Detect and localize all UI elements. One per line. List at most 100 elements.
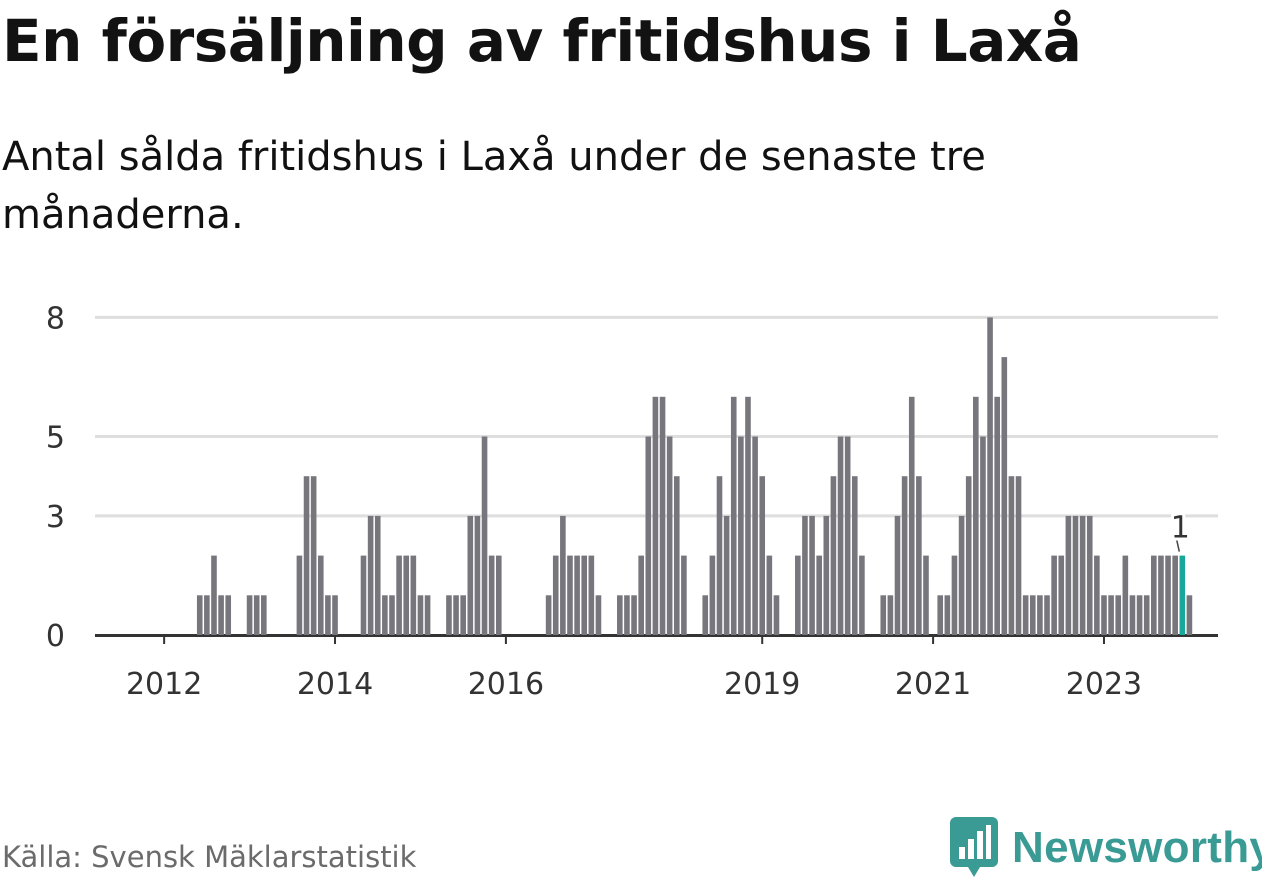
bar xyxy=(802,515,808,635)
bar xyxy=(552,555,559,635)
bar xyxy=(560,515,566,635)
bar xyxy=(317,555,324,635)
bar xyxy=(766,555,773,635)
bar xyxy=(830,476,837,635)
bar xyxy=(1101,595,1107,635)
bar xyxy=(1172,555,1178,635)
bar xyxy=(816,555,822,635)
bar xyxy=(467,515,474,635)
bar xyxy=(738,436,744,635)
bar xyxy=(759,476,766,635)
bar xyxy=(1094,555,1100,635)
bar xyxy=(453,595,459,635)
bar xyxy=(567,555,573,635)
bar xyxy=(709,555,716,635)
bar xyxy=(1072,515,1079,635)
bar xyxy=(844,436,851,635)
annotations: 1 xyxy=(1168,508,1193,552)
bar xyxy=(1037,595,1043,635)
y-tick-label: 0 xyxy=(46,619,65,654)
x-tick-label: 2016 xyxy=(468,667,544,702)
bar xyxy=(673,476,680,635)
bar xyxy=(859,555,865,635)
bar xyxy=(424,595,431,635)
bar xyxy=(944,595,951,635)
bar xyxy=(1158,555,1164,635)
bar xyxy=(617,595,623,635)
chart-title: En försäljning av fritidshus i Laxå xyxy=(2,7,1082,75)
bar xyxy=(901,476,908,635)
bar xyxy=(652,396,659,635)
bar xyxy=(495,555,502,635)
bar xyxy=(1008,476,1015,635)
bar xyxy=(374,515,381,635)
annotation-label: 1 xyxy=(1171,511,1190,546)
bar xyxy=(474,515,481,635)
bar xyxy=(723,515,730,635)
bar xyxy=(716,476,723,635)
bar xyxy=(887,595,894,635)
bar xyxy=(987,317,993,635)
bar xyxy=(1186,595,1193,635)
chart-subtitle: Antal sålda fritidshus i Laxå under de s… xyxy=(2,134,986,238)
bar xyxy=(360,555,367,635)
bar xyxy=(1058,555,1065,635)
bar xyxy=(488,555,495,635)
bar xyxy=(1051,555,1057,635)
bar xyxy=(666,436,673,635)
bar xyxy=(908,396,915,635)
bar-chart-speech-bubble-icon xyxy=(950,817,998,877)
bar xyxy=(1108,595,1114,635)
bar xyxy=(1122,555,1129,635)
bar xyxy=(1079,515,1086,635)
bar xyxy=(396,555,402,635)
bar xyxy=(261,595,267,635)
bar xyxy=(1115,595,1122,635)
bar xyxy=(246,595,253,635)
bar xyxy=(574,555,580,635)
bar xyxy=(296,555,303,635)
bar xyxy=(1065,515,1072,635)
bar xyxy=(624,595,630,635)
bar xyxy=(973,396,979,635)
bar xyxy=(980,436,986,635)
bar xyxy=(1165,555,1171,635)
newsworthy-logo: Newsworthy xyxy=(950,817,1262,878)
bar xyxy=(880,595,887,635)
bar xyxy=(481,436,488,635)
y-axis-ticks: 0 3 5 8 xyxy=(46,301,65,654)
bar xyxy=(303,476,310,635)
source-note: Källa: Svensk Mäklarstatistik xyxy=(2,840,417,874)
bar xyxy=(851,476,858,635)
x-tick-label: 2012 xyxy=(126,667,202,702)
bar xyxy=(1136,595,1143,635)
bar xyxy=(702,595,709,635)
bar xyxy=(403,555,410,635)
bar xyxy=(389,595,395,635)
bar xyxy=(916,476,922,635)
bar xyxy=(795,555,801,635)
bar xyxy=(965,476,972,635)
bar xyxy=(225,595,232,635)
x-tick-label: 2019 xyxy=(724,667,800,702)
bar xyxy=(638,555,644,635)
bar xyxy=(994,396,1000,635)
x-tick-label: 2014 xyxy=(297,667,373,702)
x-axis-ticks: 2012 2014 2016 2019 2021 2023 xyxy=(126,635,1142,702)
bar xyxy=(410,555,417,635)
bar xyxy=(1044,595,1050,635)
bar xyxy=(681,555,687,635)
bar-chart: 0 3 5 8 2012 2014 2016 2019 2021 2023 1 xyxy=(46,301,1218,702)
highlighted-bar xyxy=(1179,555,1186,635)
bar xyxy=(218,595,224,635)
bar xyxy=(773,595,780,635)
bar xyxy=(1129,595,1136,635)
bar xyxy=(367,515,374,635)
bar xyxy=(745,396,751,635)
bar xyxy=(545,595,552,635)
bar xyxy=(923,555,929,635)
bar xyxy=(325,595,331,635)
bar xyxy=(752,436,758,635)
bar xyxy=(204,595,210,635)
bar xyxy=(310,476,317,635)
